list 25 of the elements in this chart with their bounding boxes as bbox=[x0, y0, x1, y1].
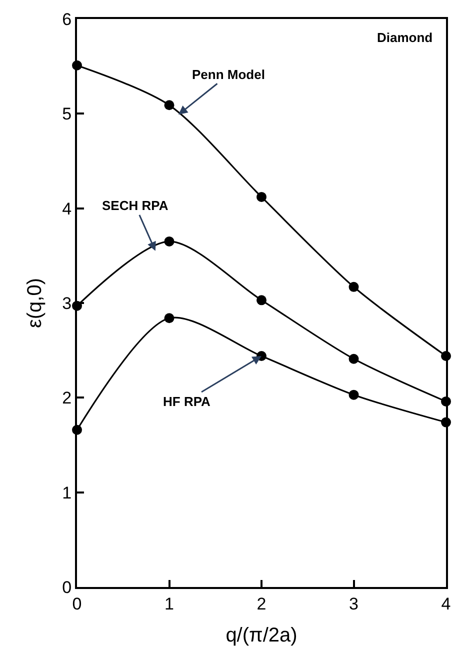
annotation: Penn Model bbox=[192, 67, 265, 82]
annotation: Diamond bbox=[377, 30, 433, 45]
x-tick-label: 2 bbox=[256, 594, 266, 614]
point bbox=[348, 282, 359, 292]
x-axis-title: q/(π/2a) bbox=[226, 624, 298, 646]
annotation: HF RPA bbox=[163, 394, 212, 409]
y-tick-label: 3 bbox=[62, 294, 72, 313]
x-tick-label: 1 bbox=[164, 594, 174, 614]
y-tick-label: 1 bbox=[62, 483, 72, 502]
y-tick-label: 0 bbox=[62, 578, 72, 597]
annotation: SECH RPA bbox=[102, 198, 169, 213]
point bbox=[164, 100, 174, 110]
x-tick-label: 4 bbox=[441, 594, 451, 614]
y-tick-label: 6 bbox=[62, 10, 72, 29]
point bbox=[348, 390, 359, 400]
point bbox=[256, 192, 266, 202]
y-tick-label: 4 bbox=[62, 199, 72, 218]
point bbox=[164, 236, 174, 246]
point bbox=[256, 295, 266, 306]
y-tick-label: 5 bbox=[62, 104, 72, 124]
y-tick-label: 2 bbox=[62, 388, 72, 408]
point bbox=[348, 354, 359, 364]
x-tick-label: 3 bbox=[349, 594, 358, 614]
point bbox=[164, 313, 174, 324]
y-axis-title: ε(q,0) bbox=[24, 278, 46, 328]
